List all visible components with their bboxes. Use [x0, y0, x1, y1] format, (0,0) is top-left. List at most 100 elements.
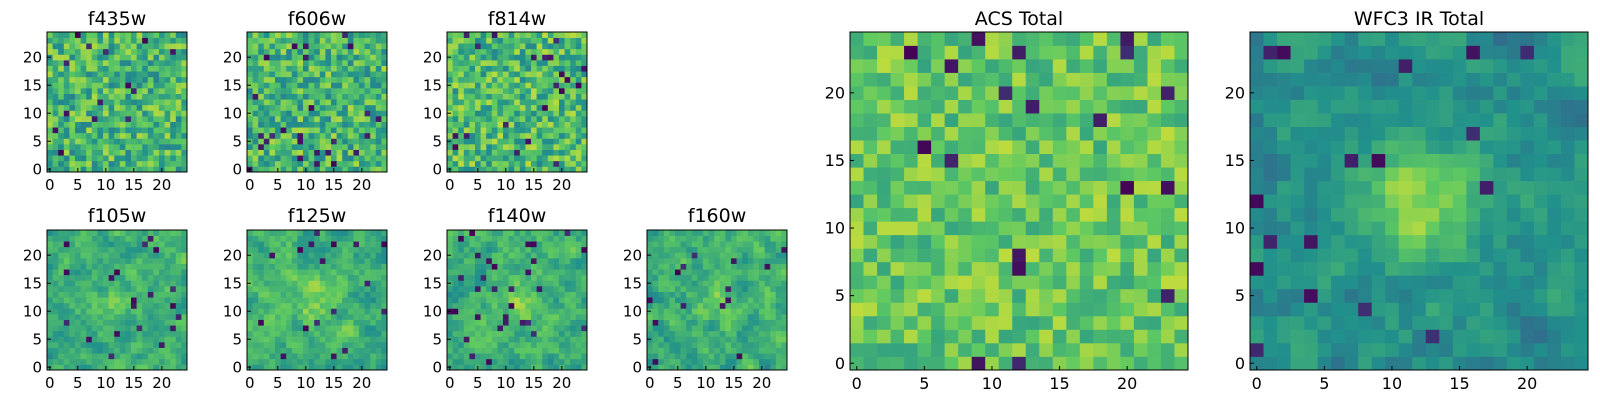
heatmap-cell [486, 302, 493, 309]
heatmap-cell [75, 274, 81, 281]
heatmap-cell [1106, 275, 1121, 290]
heatmap-cell [319, 308, 326, 315]
heatmap-cell [297, 342, 304, 348]
heatmap-cell [69, 291, 76, 298]
heatmap-cell [275, 99, 281, 106]
heatmap-cell [958, 153, 973, 168]
heatmap-cell [1025, 180, 1040, 195]
heatmap-cell [658, 263, 665, 270]
heatmap-cell [336, 302, 343, 309]
heatmap-cell [458, 297, 465, 304]
heatmap-cell [736, 246, 743, 253]
heatmap-cell [136, 82, 143, 89]
heatmap-cell [781, 302, 788, 309]
heatmap-cell [269, 330, 276, 337]
heatmap-cell [91, 319, 98, 326]
heatmap-cell [331, 82, 337, 89]
heatmap-cell [364, 269, 371, 276]
heatmap-cell [375, 258, 382, 264]
heatmap-cell [514, 48, 521, 55]
heatmap-cell [486, 364, 493, 371]
heatmap-cell [536, 269, 543, 276]
y-tick-label: 5 [232, 330, 242, 348]
heatmap-cell [47, 286, 53, 292]
y-tick-label: 10 [423, 104, 442, 122]
heatmap-cell [47, 88, 53, 94]
heatmap-cell [263, 37, 270, 44]
heatmap-cell [703, 342, 709, 348]
heatmap-cell [519, 155, 526, 162]
heatmap-cell [263, 297, 270, 304]
heatmap-cell [164, 71, 171, 78]
heatmap-cell [291, 121, 298, 128]
heatmap-cell [291, 110, 298, 117]
heatmap-cell [486, 82, 493, 89]
heatmap-cell [97, 269, 104, 276]
heatmap-cell [69, 274, 76, 281]
heatmap-cell [303, 88, 309, 94]
heatmap-cell [547, 99, 554, 106]
heatmap-cell [269, 274, 276, 281]
heatmap-cell [381, 99, 388, 106]
heatmap-cell [1133, 140, 1148, 155]
heatmap-cell [47, 353, 53, 360]
heatmap-cell [381, 308, 388, 315]
heatmap-cell [142, 280, 149, 287]
panel-title: f435w [88, 8, 147, 30]
heatmap-cell [480, 144, 487, 150]
heatmap-cell [103, 160, 109, 167]
y-tick-label: 10 [223, 302, 242, 320]
heatmap-cell [131, 291, 137, 298]
heatmap-cell [675, 286, 681, 292]
heatmap-cell [303, 76, 309, 83]
heatmap-cell [904, 288, 918, 303]
heatmap-cell [375, 99, 382, 106]
heatmap-cell [491, 121, 498, 128]
heatmap-cell [452, 252, 459, 259]
heatmap-cell [686, 280, 693, 287]
heatmap-cell [336, 280, 343, 287]
heatmap-cell [542, 274, 549, 281]
heatmap-cell [331, 144, 337, 150]
heatmap-cell [325, 330, 332, 337]
heatmap-cell [325, 342, 332, 348]
heatmap-cell [159, 263, 165, 270]
heatmap-cell [381, 121, 388, 128]
heatmap-cell [136, 230, 143, 236]
heatmap-cell [319, 274, 326, 281]
heatmap-cell [944, 248, 959, 263]
heatmap-cell [753, 308, 760, 315]
heatmap-cell [370, 230, 377, 236]
heatmap-cell [708, 286, 715, 292]
heatmap-cell [536, 121, 543, 128]
heatmap-cell [469, 132, 476, 139]
heatmap-cell [52, 258, 59, 264]
heatmap-cell [375, 308, 382, 315]
heatmap-cell [303, 65, 309, 72]
heatmap-cell [1079, 126, 1094, 141]
heatmap-cell [269, 116, 276, 122]
heatmap-cell [525, 116, 532, 122]
heatmap-cell [863, 315, 878, 330]
heatmap-cell [850, 248, 864, 263]
heatmap-cell [103, 65, 109, 72]
heatmap-cell [119, 230, 126, 236]
heatmap-cell [475, 314, 481, 320]
heatmap-cell [331, 54, 337, 61]
heatmap-cell [542, 82, 549, 89]
heatmap-cells [447, 230, 588, 371]
heatmap-cell [297, 60, 304, 66]
heatmap-cell [519, 60, 526, 66]
heatmap-cell [559, 65, 565, 72]
heatmap-cell [286, 358, 293, 365]
heatmap-cell [263, 132, 270, 139]
heatmap-cell [336, 274, 343, 281]
heatmap-cell [275, 269, 281, 276]
heatmap-cell [269, 82, 276, 89]
heatmap-cell [708, 302, 715, 309]
heatmap-cell [108, 104, 115, 111]
heatmap-cell [136, 353, 143, 360]
heatmap-cell [308, 149, 315, 156]
heatmap-cell [58, 358, 65, 365]
heatmap-cell [297, 297, 304, 304]
